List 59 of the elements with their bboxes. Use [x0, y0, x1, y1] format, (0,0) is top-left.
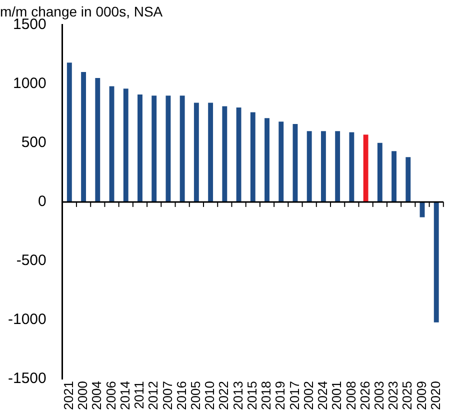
bar: [222, 106, 228, 202]
bar: [152, 96, 157, 202]
x-tick-label: 2011: [132, 381, 147, 410]
bar: [278, 122, 284, 202]
x-tick-label: 2010: [202, 381, 218, 410]
bar: [236, 107, 242, 202]
bar: [138, 94, 142, 202]
bar: [392, 151, 396, 202]
y-tick-label: -500: [16, 252, 46, 270]
y-tick-label: 500: [21, 134, 46, 152]
bar: [306, 131, 312, 202]
bar: [250, 112, 256, 202]
bar: [406, 157, 411, 202]
bar: [95, 78, 100, 202]
x-tick-label: 2002: [300, 381, 316, 410]
x-tick-label: 2021: [61, 381, 76, 410]
bar: [208, 102, 214, 202]
x-tick-label: 2024: [315, 381, 330, 410]
x-tick-label: 2026: [357, 381, 372, 410]
y-tick-label: -1000: [8, 311, 46, 328]
bar: [123, 88, 128, 202]
x-tick-label: 2009: [414, 381, 429, 410]
bar: [363, 134, 368, 202]
x-tick-label: 2013: [230, 381, 246, 410]
x-tick-label: 2012: [146, 381, 161, 410]
x-tick-label: 2007: [160, 381, 175, 410]
x-tick-label: 2020: [428, 381, 443, 410]
x-tick-label: 2017: [286, 381, 302, 410]
x-tick-label: 2025: [400, 381, 415, 410]
bar: [66, 62, 72, 202]
x-tick-label: 2004: [89, 381, 104, 410]
bar: [377, 142, 382, 202]
x-tick-label: 2008: [343, 381, 358, 410]
x-tick-label: 2000: [75, 381, 90, 410]
y-tick-label: -1500: [8, 370, 46, 388]
x-tick-label: 2022: [216, 381, 232, 410]
x-tick-label: 2023: [386, 381, 401, 410]
x-tick-label: 2003: [371, 381, 386, 410]
bar: [81, 72, 86, 202]
x-tick-label: 2019: [272, 381, 288, 410]
bar: [180, 96, 185, 202]
x-tick-label: 2016: [174, 381, 189, 410]
x-tick-label: 2014: [117, 381, 132, 410]
bar: [166, 96, 171, 202]
bar: [320, 131, 326, 202]
bar: [194, 102, 199, 202]
x-tick-label: 2015: [244, 381, 260, 410]
y-tick-label: 0: [38, 193, 46, 210]
y-tick-label: 1000: [12, 74, 46, 92]
x-tick-label: 2018: [258, 381, 274, 410]
bar: [349, 132, 354, 202]
bar: [109, 86, 114, 202]
x-tick-label: 2001: [329, 381, 344, 410]
x-tick-label: 2005: [188, 381, 204, 410]
bar: [292, 124, 298, 202]
bar: [335, 131, 340, 202]
bar: [434, 202, 439, 322]
bar: [264, 118, 270, 202]
x-tick-label: 2006: [103, 381, 118, 410]
